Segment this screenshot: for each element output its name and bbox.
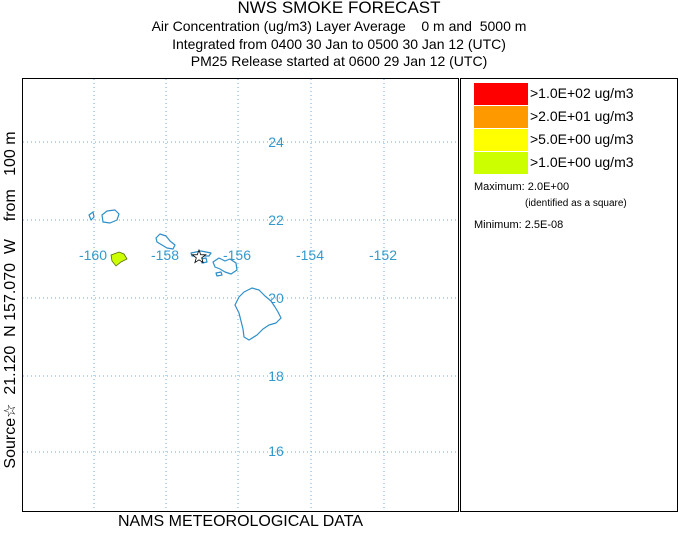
page-title: NWS SMOKE FORECAST xyxy=(237,0,441,17)
map-canvas: 24 22 20 18 16 -160 -158 -156 -154 -152 xyxy=(23,79,458,511)
lon-label: -160 xyxy=(79,247,107,263)
legend-label: >1.0E+00 ug/m3 xyxy=(530,154,634,170)
subtitle-release-start: PM25 Release started at 0600 29 Jan 12 (… xyxy=(190,53,488,69)
island-maui xyxy=(212,257,238,275)
legend-panel: >1.0E+02 ug/m3 >2.0E+01 ug/m3 >5.0E+00 u… xyxy=(460,78,678,512)
smoke-plume xyxy=(110,251,128,267)
graticule xyxy=(23,79,458,511)
lon-label: -152 xyxy=(369,247,397,263)
minimum-value: Minimum: 2.5E-08 xyxy=(474,219,564,231)
legend-swatch xyxy=(474,106,528,128)
lat-label: 22 xyxy=(268,212,284,228)
source-location-label: Source☆ 21.120 N 157.070 W from 100 m xyxy=(2,131,19,469)
legend-swatch xyxy=(474,152,528,174)
lon-label: -154 xyxy=(296,247,324,263)
legend-swatch xyxy=(474,129,528,151)
subtitle-integration-period: Integrated from 0400 30 Jan to 0500 30 J… xyxy=(172,36,506,52)
legend-swatch xyxy=(474,83,528,105)
island-kauai xyxy=(101,209,120,224)
island-hawaii xyxy=(234,287,282,341)
lat-label: 18 xyxy=(268,368,284,384)
subtitle-concentration: Air Concentration (ug/m3) Layer Average … xyxy=(151,18,527,34)
island-oahu xyxy=(155,233,176,250)
island-kahoolawe xyxy=(215,271,223,277)
map-panel[interactable]: 24 22 20 18 16 -160 -158 -156 -154 -152 xyxy=(22,78,459,512)
legend-label: >1.0E+02 ug/m3 xyxy=(530,85,634,101)
maximum-note: (identified as a square) xyxy=(525,198,627,209)
star-icon xyxy=(191,248,207,264)
lat-label: 16 xyxy=(268,443,284,459)
lon-label: -158 xyxy=(151,247,179,263)
legend-label: >5.0E+00 ug/m3 xyxy=(530,131,634,147)
data-source-label: NAMS METEOROLOGICAL DATA xyxy=(117,513,364,530)
legend-label: >2.0E+01 ug/m3 xyxy=(530,108,634,124)
island-niihau xyxy=(88,211,95,221)
maximum-value: Maximum: 2.0E+00 xyxy=(474,181,570,193)
lat-label: 24 xyxy=(268,134,284,150)
